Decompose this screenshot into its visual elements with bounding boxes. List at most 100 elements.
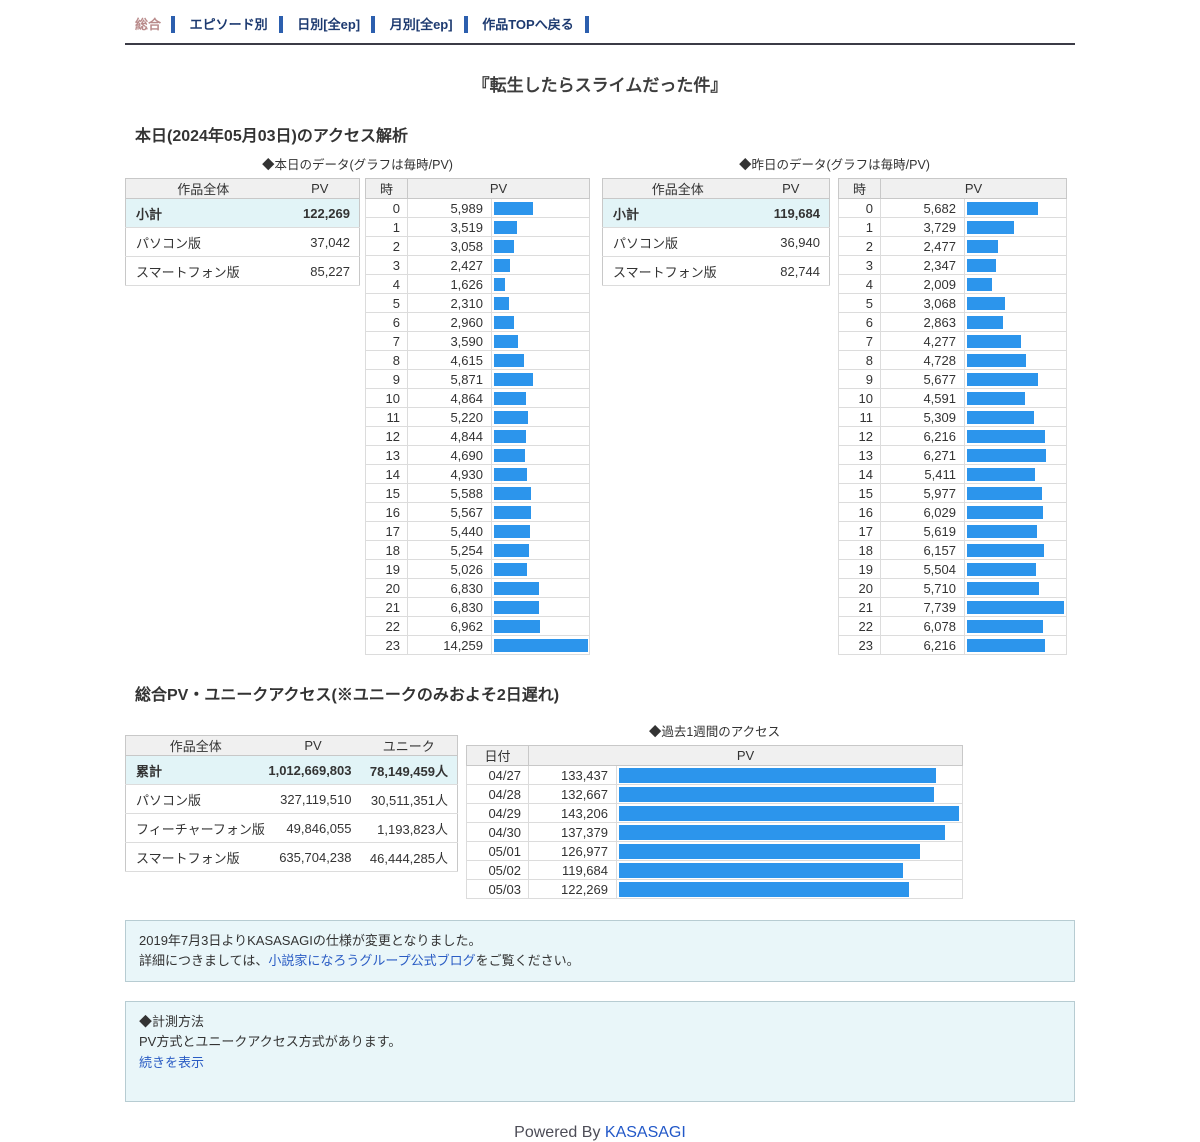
category-cell: 12	[365, 426, 408, 446]
pv-bar	[494, 600, 539, 614]
chart-row: 1 3,729	[838, 217, 1067, 237]
category-cell: 11	[365, 407, 408, 427]
totals-row: 作品全体 PV ユニーク 累計 1,012,669,803 78,149,459人パ…	[125, 721, 1075, 899]
bar-cell	[491, 293, 590, 313]
bar-cell	[491, 635, 590, 655]
nav-item-current-total: 総合	[135, 17, 162, 32]
value-cell: 6,962	[407, 616, 492, 636]
category-cell: 19	[365, 559, 408, 579]
chart-row: 15 5,588	[365, 483, 590, 503]
num-cell: 46,444,285人	[360, 842, 458, 872]
bar-cell	[964, 502, 1067, 522]
category-cell: 21	[838, 597, 881, 617]
method-heading: ◆計測方法	[139, 1014, 205, 1030]
value-cell: 133,437	[528, 765, 617, 785]
value-cell: 4,690	[407, 445, 492, 465]
pv-bar	[494, 258, 510, 272]
category-cell: 11	[838, 407, 881, 427]
pv-bar	[494, 505, 531, 519]
category-cell: 20	[365, 578, 408, 598]
category-cell: 4	[365, 274, 408, 294]
bar-cell	[964, 198, 1067, 218]
kasasagi-link[interactable]: KASASAGI	[604, 1123, 686, 1141]
chart-row: 4 1,626	[365, 274, 590, 294]
chart-row: 22 6,078	[838, 616, 1067, 636]
chart-row: 18 5,254	[365, 540, 590, 560]
pv-bar	[494, 391, 526, 405]
pv-bar	[967, 277, 992, 291]
label-cell: スマートフォン版	[125, 256, 281, 286]
nav-item-by-episode[interactable]: エピソード別	[189, 17, 268, 32]
value-cell: 137,379	[528, 822, 617, 842]
value-cell: 2,427	[407, 255, 492, 275]
notice-line2-text-after: をご覧ください。	[475, 953, 580, 969]
nav-separator	[171, 16, 176, 33]
top-nav: 総合 エピソード別 日別[全ep] 月別[全ep] 作品TOPへ戻る	[125, 12, 1075, 45]
category-cell: 04/28	[466, 784, 529, 804]
table-row: 累計 1,012,669,803 78,149,459人	[125, 755, 458, 785]
chart-row: 20 5,710	[838, 578, 1067, 598]
label-cell: スマートフォン版	[125, 842, 266, 872]
value-cell: 2,960	[407, 312, 492, 332]
nav-item-back-to-work-top[interactable]: 作品TOPへ戻る	[482, 17, 574, 32]
yesterday-chart-caption: ◆昨日のデータ(グラフは毎時/PV)	[739, 158, 930, 172]
official-blog-link[interactable]: 小説家になろうグループ公式ブログ	[268, 953, 476, 969]
col-header-work-total: 作品全体	[602, 178, 753, 199]
nav-item-by-day[interactable]: 日別[全ep]	[297, 17, 361, 32]
category-cell: 13	[838, 445, 881, 465]
value-cell: 6,157	[880, 540, 965, 560]
num-cell: 37,042	[280, 227, 360, 257]
value-cell: 1,626	[407, 274, 492, 294]
bar-cell	[964, 369, 1067, 389]
col-header-hour: 時	[838, 178, 881, 199]
chart-row: 04/27 133,437	[466, 765, 963, 785]
show-more-link[interactable]: 続きを表示	[139, 1054, 205, 1070]
col-header-pv: PV	[265, 735, 361, 756]
value-cell: 6,830	[407, 578, 492, 598]
pv-bar	[967, 524, 1037, 538]
label-cell: パソコン版	[602, 227, 753, 257]
value-cell: 5,567	[407, 502, 492, 522]
category-cell: 23	[838, 635, 881, 655]
pv-bar	[967, 296, 1005, 310]
col-header-pv: PV	[752, 178, 830, 199]
value-cell: 143,206	[528, 803, 617, 823]
table-row: パソコン版 327,119,510 30,511,351人	[125, 784, 458, 814]
bar-cell	[964, 293, 1067, 313]
chart-row: 23 14,259	[365, 635, 590, 655]
col-header-pv: PV	[280, 178, 360, 199]
bar-cell	[964, 521, 1067, 541]
category-cell: 18	[365, 540, 408, 560]
label-cell: 累計	[125, 755, 266, 785]
value-cell: 6,830	[407, 597, 492, 617]
chart-row: 2 2,477	[838, 236, 1067, 256]
chart-row: 05/02 119,684	[466, 860, 963, 880]
pv-bar	[967, 486, 1042, 500]
chart-row: 9 5,677	[838, 369, 1067, 389]
pv-bar	[494, 239, 514, 253]
bar-cell	[491, 388, 590, 408]
chart-row: 5 2,310	[365, 293, 590, 313]
category-cell: 1	[838, 217, 881, 237]
value-cell: 126,977	[528, 841, 617, 861]
chart-row: 11 5,220	[365, 407, 590, 427]
num-cell: 30,511,351人	[360, 784, 458, 814]
notice-line2: 詳細につきましては、小説家になろうグループ公式ブログをご覧ください。	[139, 951, 1061, 971]
category-cell: 6	[365, 312, 408, 332]
category-cell: 04/29	[466, 803, 529, 823]
chart-row: 20 6,830	[365, 578, 590, 598]
pv-bar	[494, 486, 531, 500]
bar-cell	[491, 464, 590, 484]
value-cell: 6,216	[880, 635, 965, 655]
bar-cell	[616, 879, 963, 899]
chart-row: 3 2,427	[365, 255, 590, 275]
value-cell: 4,930	[407, 464, 492, 484]
bar-cell	[964, 331, 1067, 351]
category-cell: 7	[365, 331, 408, 351]
col-header-pv: PV	[407, 178, 590, 199]
value-cell: 5,254	[407, 540, 492, 560]
pv-bar	[967, 600, 1064, 614]
week-group: ◆過去1週間のアクセス 日付 PV 04/27 133,437 04/28 132,6…	[466, 721, 963, 899]
category-cell: 05/02	[466, 860, 529, 880]
nav-item-by-month[interactable]: 月別[全ep]	[389, 17, 453, 32]
